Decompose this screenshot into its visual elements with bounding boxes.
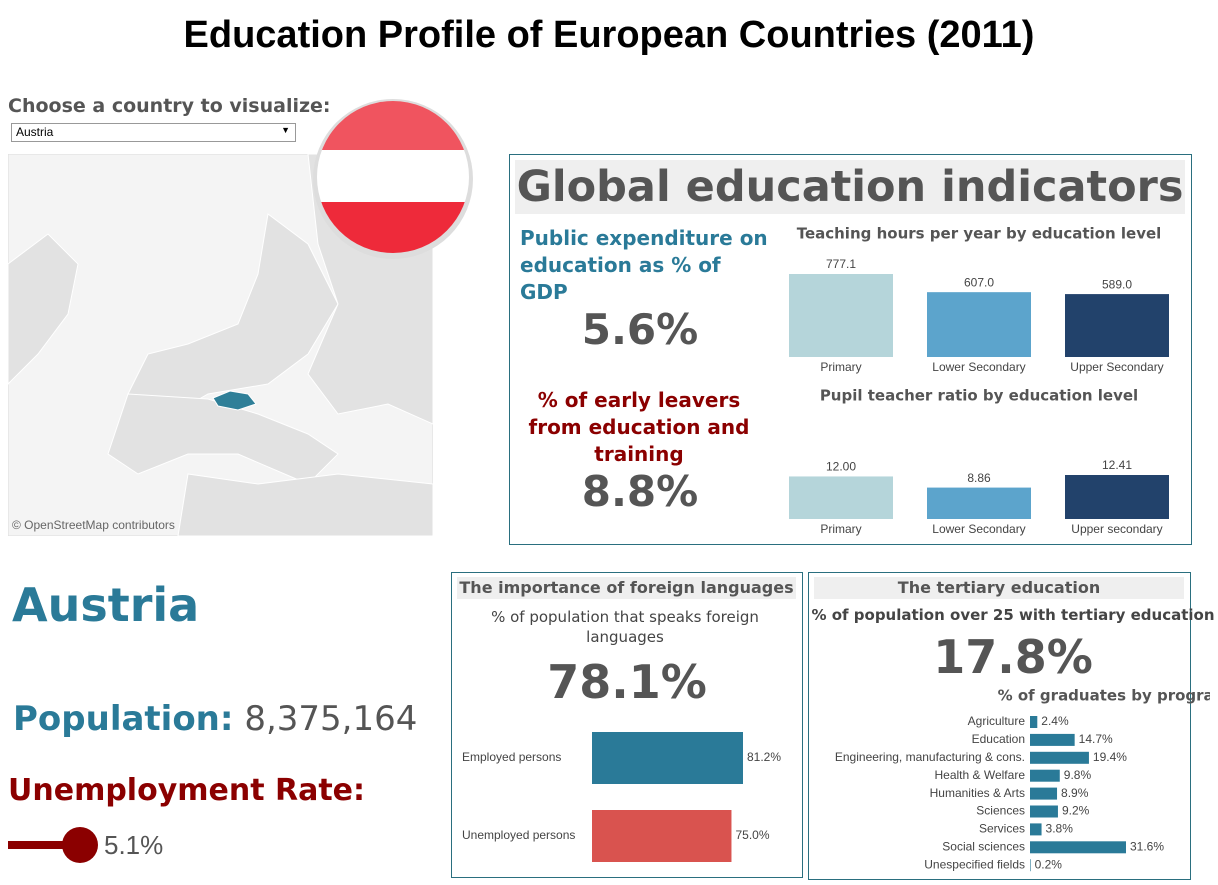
bar <box>592 732 743 784</box>
category-label: Employed persons <box>462 750 561 764</box>
map-attribution: © OpenStreetMap contributors <box>12 518 175 532</box>
chart-title: Pupil teacher ratio by education level <box>820 387 1138 405</box>
category-label: Lower Secondary <box>932 360 1025 374</box>
chart: Teaching hours per year by education lev… <box>789 225 1169 374</box>
category-label: Lower Secondary <box>932 522 1025 536</box>
bar <box>1030 859 1031 872</box>
bar <box>1030 823 1042 836</box>
category-label: Services <box>979 822 1025 836</box>
value-label: 14.7% <box>1079 732 1113 746</box>
category-label: Engineering, manufacturing & cons. <box>835 750 1025 764</box>
value-label: 3.8% <box>1046 822 1074 836</box>
value-label: 31.6% <box>1130 839 1164 853</box>
value-label: 9.8% <box>1064 768 1092 782</box>
value-label: 12.41 <box>1102 458 1132 472</box>
country-select[interactable]: Austria ▼ <box>11 123 296 142</box>
bar <box>1030 716 1038 728</box>
dropdown-arrow: ▼ <box>281 125 290 135</box>
kpi-value: 8.8% <box>581 467 699 516</box>
select-value: Austria <box>16 125 54 139</box>
bar <box>592 810 732 862</box>
kpi-label: % of population over 25 with tertiary ed… <box>811 606 1215 624</box>
page-title: Education Profile of European Countries … <box>183 14 1035 56</box>
bar <box>927 292 1031 357</box>
population-value: 8,375,164 <box>244 699 418 739</box>
panel-title: The tertiary education <box>814 577 1184 599</box>
chart-title: % of graduates by program type <box>998 687 1210 705</box>
unemployment-value: 5.1% <box>104 830 164 860</box>
category-label: Unespecified fields <box>924 857 1025 871</box>
flag-stripe <box>317 150 469 202</box>
bar <box>1065 475 1169 519</box>
value-label: 81.2% <box>747 750 781 764</box>
slider-knob <box>62 827 98 863</box>
category-label: Social sciences <box>942 839 1025 853</box>
category-label: Agriculture <box>968 714 1026 728</box>
tertiary-panel <box>808 572 1191 880</box>
country-name: Austria <box>12 578 200 632</box>
kpi-value: 17.8% <box>933 630 1093 684</box>
chart: Pupil teacher ratio by education level 12… <box>789 387 1169 536</box>
bar <box>1030 769 1060 782</box>
bar <box>1030 733 1075 746</box>
value-label: 19.4% <box>1093 750 1127 764</box>
value-label: 8.86 <box>967 471 991 485</box>
category-label: Upper secondary <box>1071 522 1162 536</box>
value-label: 589.0 <box>1102 277 1132 291</box>
selector-label: Choose a country to visualize: <box>8 95 331 117</box>
bar <box>1030 751 1089 764</box>
global-panel <box>509 154 1192 545</box>
bar <box>1030 841 1126 854</box>
category-label: Primary <box>820 360 861 374</box>
flag <box>313 99 473 259</box>
value-label: 9.2% <box>1062 804 1090 818</box>
value-label: 75.0% <box>735 828 769 842</box>
category-label: Unemployed persons <box>462 828 575 842</box>
value-label: 607.0 <box>964 275 994 289</box>
bar <box>1030 805 1058 818</box>
chart-title: Teaching hours per year by education lev… <box>797 225 1162 243</box>
bar <box>1065 294 1169 357</box>
value-label: 0.2% <box>1035 857 1063 871</box>
category-label: Sciences <box>976 804 1025 818</box>
chart: % of graduates by program type Agricultur… <box>835 687 1210 872</box>
bar <box>927 487 1031 519</box>
value-label: 2.4% <box>1041 714 1069 728</box>
category-label: Primary <box>820 522 861 536</box>
land <box>177 473 433 536</box>
austria-highlight <box>212 390 257 411</box>
category-label: Education <box>972 732 1025 746</box>
chart: Employed persons 81.2% Unemployed persons 7… <box>462 732 781 862</box>
category-label: Upper Secondary <box>1070 360 1163 374</box>
value-label: 12.00 <box>826 460 856 474</box>
panel-title: Global education indicators <box>515 160 1185 214</box>
kpi-label: % of population that speaks foreign lang… <box>491 608 759 646</box>
panel-title: The importance of foreign languages <box>457 577 796 599</box>
value-label: 8.9% <box>1061 786 1089 800</box>
population-label: Population: <box>13 699 234 739</box>
population: Population: 8,375,164 <box>13 699 417 739</box>
land <box>8 233 79 385</box>
bar <box>789 274 893 357</box>
value-label: 777.1 <box>826 257 856 271</box>
kpi-value: 5.6% <box>581 305 699 354</box>
land <box>127 213 339 435</box>
category-label: Health & Welfare <box>935 768 1026 782</box>
unemployment-slider <box>8 827 98 863</box>
kpi-value: 78.1% <box>547 655 707 709</box>
flag-stripe <box>317 101 469 150</box>
languages-panel <box>451 572 803 878</box>
kpi-label: % of early leavers from education and tr… <box>528 388 750 466</box>
bar <box>789 476 893 519</box>
kpi-label: Public expenditure on education as % of … <box>520 226 768 304</box>
bar <box>1030 787 1058 800</box>
category-label: Humanities & Arts <box>930 786 1025 800</box>
unemployment-label: Unemployment Rate: <box>8 773 366 808</box>
